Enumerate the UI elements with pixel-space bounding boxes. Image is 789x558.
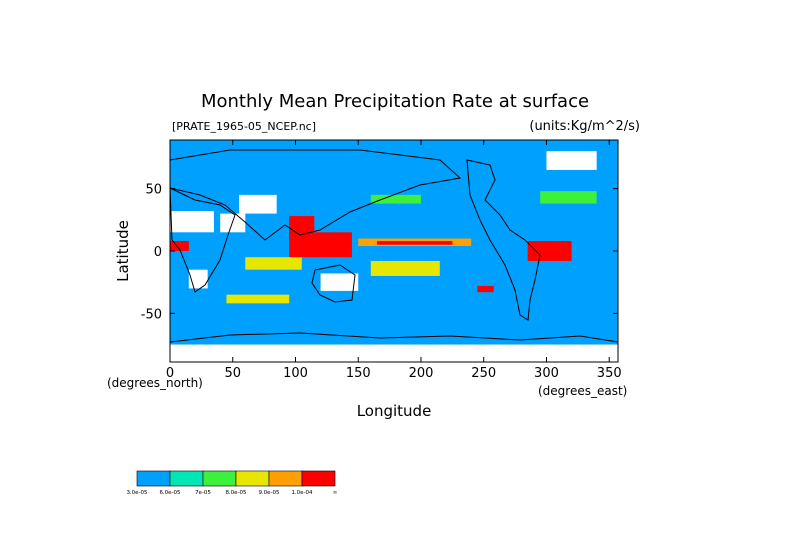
precip-region-itcz-pacific-core xyxy=(377,241,453,245)
precip-region-south-asia xyxy=(289,216,315,239)
coast-antarctica xyxy=(169,332,619,343)
legend-label: 1.0e-04 xyxy=(291,490,313,496)
x-unit-label: (degrees_east) xyxy=(538,384,627,398)
y-unit-label: (degrees_north) xyxy=(107,376,203,390)
precipitation-regions xyxy=(170,191,597,304)
legend-label: 6.0e-05 xyxy=(159,490,181,496)
x-tick-label: 0 xyxy=(166,366,174,381)
chart-title: Monthly Mean Precipitation Rate at surfa… xyxy=(201,91,589,112)
plot-area xyxy=(169,139,619,363)
x-axis-title: Longitude xyxy=(357,402,432,420)
legend-swatch xyxy=(202,470,237,487)
legend-swatch xyxy=(235,470,270,487)
x-tick-label: 200 xyxy=(409,366,434,381)
legend-swatch xyxy=(136,470,171,487)
legend-label: 8.0e-05 xyxy=(225,490,247,496)
legend-label: 3.0e-05 xyxy=(126,490,148,496)
dry-region-antarctica xyxy=(170,344,618,362)
y-tick-label: 50 xyxy=(145,183,162,198)
legend-swatch xyxy=(268,470,303,487)
y-axis-title: Latitude xyxy=(114,220,132,282)
coastlines xyxy=(169,149,619,343)
precip-region-south-indian xyxy=(245,257,302,270)
precip-region-north-pacific xyxy=(370,194,421,204)
legend-swatch xyxy=(169,470,204,487)
legend-label: 9.0e-05 xyxy=(258,490,280,496)
precip-region-spcz xyxy=(370,260,440,276)
precip-region-north-atlantic xyxy=(540,191,597,204)
y-tick-label: 0 xyxy=(154,245,162,260)
color-legend: 3.0e-05 6.0e-05 7e-05 8.0e-05 9.0e-05 1.0e-04… xyxy=(126,470,338,496)
x-tick-label: 300 xyxy=(534,366,559,381)
dry-region-central-asia xyxy=(239,194,277,214)
x-tick-label: 350 xyxy=(597,366,622,381)
dry-region-greenland xyxy=(546,151,597,170)
dataset-file-label: [PRATE_1965-05_NCEP.nc] xyxy=(172,120,316,133)
coast-eurasia xyxy=(169,149,462,241)
dry-region-southern-africa xyxy=(188,269,208,289)
coast-africa xyxy=(169,187,236,293)
dry-region-australia xyxy=(320,273,359,291)
y-tick-label: -50 xyxy=(141,307,162,322)
coast-australia xyxy=(311,264,356,303)
x-tick-label: 50 xyxy=(224,366,241,381)
dry-region-sahara xyxy=(170,211,214,233)
legend-label: 7e-05 xyxy=(195,490,211,496)
precip-region-africa-west xyxy=(170,241,189,251)
y-axis-ticks: -50 0 50 xyxy=(141,183,618,322)
precip-region-amazon xyxy=(527,241,572,261)
x-tick-label: 150 xyxy=(346,366,371,381)
precip-region-southern-ocean-band xyxy=(226,294,290,304)
legend-label: ∞ xyxy=(333,490,338,496)
precip-region-south-atlantic-cell xyxy=(477,285,494,293)
x-tick-label: 100 xyxy=(283,366,308,381)
coast-americas xyxy=(466,159,541,321)
units-label: (units:Kg/m^2/s) xyxy=(529,119,640,134)
legend-swatch xyxy=(301,470,336,487)
no-data-regions xyxy=(170,151,618,362)
x-axis-ticks: 0 50 100 150 200 250 300 350 xyxy=(166,140,622,381)
x-tick-label: 250 xyxy=(471,366,496,381)
